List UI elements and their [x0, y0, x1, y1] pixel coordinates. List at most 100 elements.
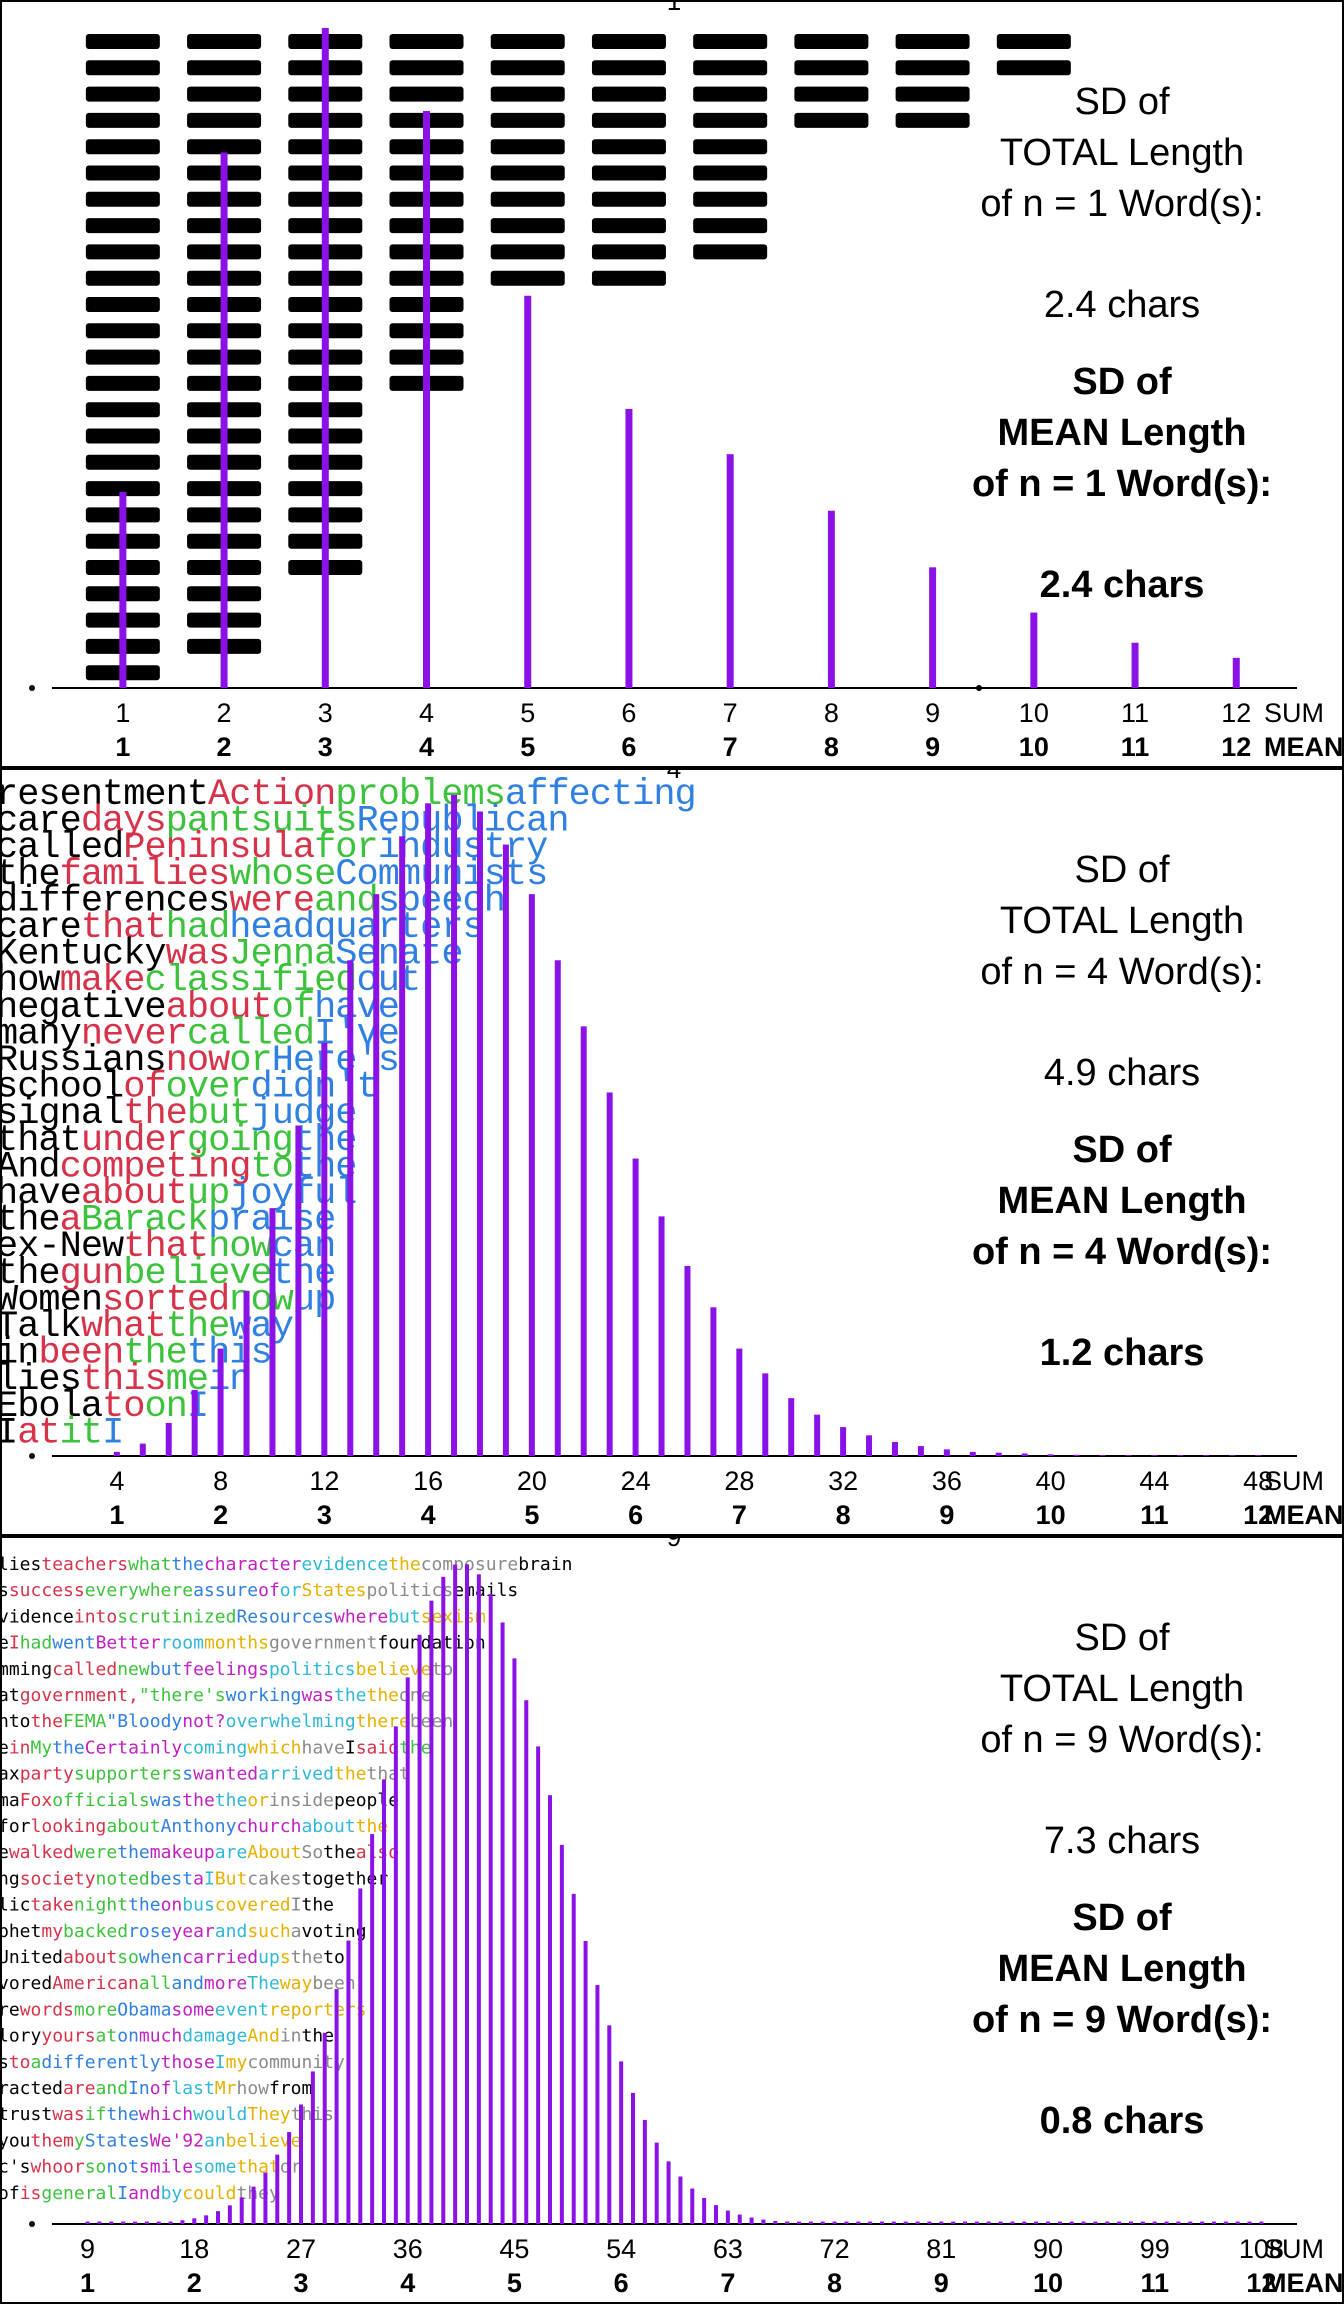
tick-label-mean: 3: [317, 1500, 332, 1530]
bar: [418, 1635, 422, 2224]
word: community: [247, 2052, 345, 2073]
word: have: [302, 1737, 345, 1758]
tick-label-sum: 10: [1019, 698, 1049, 728]
word: are: [215, 1842, 248, 1863]
tick-label-mean: 5: [507, 2268, 522, 2298]
bar: [667, 2161, 671, 2224]
tick-label-mean: 5: [520, 732, 535, 762]
word: My: [31, 1737, 53, 1758]
bar: [1105, 2222, 1109, 2224]
tick-label-mean: 1: [80, 2268, 95, 2298]
word: rose: [128, 1921, 171, 1942]
word: And: [247, 2026, 280, 2047]
word: new: [117, 1659, 150, 1680]
word-block: [86, 113, 160, 128]
word: reporters: [269, 1999, 367, 2020]
tick-label-sum: 36: [393, 2234, 423, 2264]
word: makeup: [150, 1842, 215, 1863]
word: on: [144, 1386, 186, 1428]
word-block: [390, 34, 464, 49]
tick-label-sum: 9: [80, 2234, 95, 2264]
word: United: [2, 1947, 63, 1968]
bar: [321, 1043, 327, 1456]
word: from: [269, 2078, 312, 2099]
word-block: [86, 350, 160, 365]
bar: [762, 1373, 768, 1456]
word-block: [794, 113, 868, 128]
word-block: [693, 218, 767, 233]
sd-total-line-1: SD of: [942, 845, 1302, 896]
word: ma: [2, 1790, 20, 1811]
word: at: [2, 1685, 20, 1706]
sd-total-line-1: SD of: [942, 77, 1302, 128]
tick-label-sum: 45: [499, 2234, 529, 2264]
tick-label-mean: 3: [318, 732, 333, 762]
bar: [501, 1622, 505, 2224]
word: together: [301, 1868, 388, 1889]
word: best: [150, 1868, 193, 1889]
word: ng: [2, 1868, 20, 1889]
word: yours: [41, 2026, 95, 2047]
word-block: [86, 60, 160, 75]
tick-label-sum: 16: [413, 1466, 443, 1496]
bar: [335, 1989, 339, 2224]
word: into: [74, 1606, 117, 1627]
word: society: [20, 1868, 96, 1889]
word-row: rewordsmoreObamasomeeventreporters: [2, 1999, 367, 2020]
word: inside: [269, 1790, 334, 1811]
bar: [633, 1159, 639, 1456]
word: States: [301, 1580, 366, 1601]
word: s: [182, 1764, 193, 1785]
word-block: [86, 429, 160, 444]
word-row: stoadifferentlythoseImycommunity: [2, 2052, 345, 2073]
bar: [1046, 2222, 1050, 2224]
bar: [607, 2025, 611, 2224]
word-row: Unitedaboutsowhencarriedupstheto: [2, 1947, 345, 1968]
bar: [263, 2173, 267, 2224]
tick-label-sum: 9: [925, 698, 940, 728]
sd-mean-value: 2.4 chars: [942, 560, 1302, 611]
bar: [536, 1746, 540, 2224]
word: those: [161, 2052, 215, 2073]
bar: [347, 960, 353, 1456]
bar: [809, 2222, 813, 2224]
word: way: [280, 1973, 313, 1994]
word: So: [301, 1842, 323, 1863]
bar: [560, 1845, 564, 2224]
word: of: [150, 2078, 172, 2099]
word: party: [20, 1764, 74, 1785]
tick-label-sum: 90: [1033, 2234, 1063, 2264]
bar: [581, 1026, 587, 1456]
word: my: [226, 2052, 248, 2073]
bar: [1176, 2222, 1180, 2224]
tick-label-mean: 12: [1221, 732, 1251, 762]
word: more: [74, 1999, 117, 2020]
bar: [218, 1349, 224, 1456]
bar: [451, 795, 457, 1456]
bar: [927, 2222, 931, 2224]
bar: [833, 2222, 837, 2224]
sd-mean-line-3: of n = 1 Word(s):: [942, 459, 1302, 510]
bar: [114, 1452, 120, 1456]
bar: [916, 2222, 920, 2224]
bar: [423, 111, 430, 688]
bar: [619, 2061, 623, 2224]
word: covered: [215, 1895, 291, 1916]
sum-axis-label: SUM: [1264, 2234, 1324, 2264]
word: which: [247, 1737, 301, 1758]
word: when: [139, 1947, 182, 1968]
word: some: [171, 1999, 214, 2020]
word: in: [280, 2026, 302, 2047]
word: so: [117, 1947, 139, 1968]
bar: [1074, 1455, 1080, 1456]
bar: [1177, 1455, 1183, 1456]
bar: [192, 2218, 196, 2224]
mean-axis-label: MEAN: [1264, 732, 1344, 762]
bar: [1125, 1455, 1131, 1456]
word: emails: [453, 1580, 518, 1601]
sd-total-line-1: SD of: [942, 1613, 1302, 1664]
word: event: [215, 1999, 269, 2020]
stats-box-n9: SD of TOTAL Length of n = 9 Word(s): 7.3…: [942, 1613, 1302, 2147]
word: character: [204, 1554, 302, 1575]
word: working: [226, 1685, 302, 1706]
